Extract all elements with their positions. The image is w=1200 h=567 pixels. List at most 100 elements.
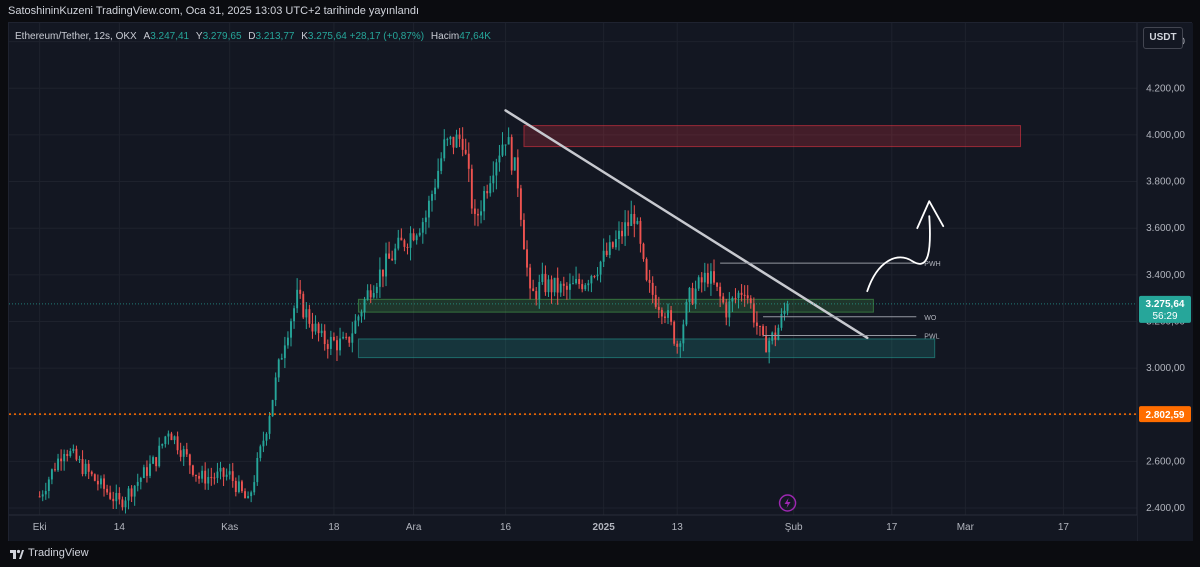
dotted-level-value: 2.802,59 — [1146, 410, 1185, 421]
candle — [332, 332, 335, 342]
candle-body — [605, 250, 608, 255]
candle-body — [213, 477, 216, 479]
price-axis: 2.400,002.600,002.800,003.000,003.200,00… — [1136, 23, 1193, 542]
candle-body — [697, 277, 700, 289]
candle — [84, 459, 87, 477]
candle — [271, 399, 274, 417]
candle — [446, 137, 449, 147]
candle — [660, 307, 663, 325]
candle-body — [654, 294, 657, 307]
candle — [771, 331, 774, 345]
candle — [648, 269, 651, 293]
candle — [93, 473, 96, 482]
candle — [627, 210, 630, 236]
candle-body — [651, 282, 654, 295]
change-value: +28,17 (+0,87%) — [349, 31, 425, 42]
candle — [464, 138, 467, 155]
candle — [755, 311, 758, 335]
candle — [706, 263, 709, 288]
candle — [167, 430, 170, 445]
candle — [633, 205, 636, 238]
candle — [740, 284, 743, 302]
candle-body — [130, 488, 133, 497]
candle — [719, 282, 722, 308]
candle-body — [682, 324, 685, 344]
candle — [483, 186, 486, 221]
candle-body — [280, 358, 283, 360]
candle-body — [241, 481, 243, 492]
candle-body — [121, 499, 124, 508]
candle-body — [115, 492, 118, 502]
candle-body — [409, 233, 412, 248]
candle-body — [427, 200, 430, 218]
candle-body — [473, 208, 476, 214]
candle — [274, 372, 277, 407]
candle — [547, 275, 550, 297]
candle-body — [372, 293, 375, 298]
candle-body — [529, 267, 532, 289]
candle-body — [449, 136, 452, 140]
time-tick-label: Kas — [221, 522, 238, 533]
candle — [645, 257, 648, 282]
candle — [538, 274, 541, 309]
candle-body — [734, 297, 737, 299]
candle-body — [553, 277, 556, 293]
candle-body — [47, 479, 50, 491]
candle-body — [63, 453, 66, 462]
candle — [115, 484, 118, 509]
candle — [513, 157, 516, 171]
candle-body — [271, 400, 274, 417]
candle-body — [676, 343, 679, 347]
tradingview-brand: TradingView — [28, 547, 89, 559]
price-tick-label: 3.000,00 — [1146, 363, 1185, 374]
candle — [201, 465, 204, 483]
currency-button[interactable]: USDT — [1143, 27, 1183, 49]
candle — [673, 320, 676, 346]
candle-body — [293, 308, 296, 322]
candle-body — [348, 336, 351, 343]
candle-body — [532, 288, 535, 292]
candle — [118, 487, 121, 505]
candle-body — [667, 310, 669, 318]
candle-body — [636, 220, 639, 224]
candle-body — [713, 271, 715, 283]
candle-body — [593, 276, 596, 278]
bar-countdown: 56:29 — [1152, 311, 1177, 322]
candle-body — [731, 297, 734, 302]
candle — [470, 164, 473, 214]
candle-body — [691, 287, 694, 304]
candle-body — [296, 289, 299, 309]
candle-body — [424, 217, 427, 223]
candle — [152, 455, 155, 465]
price-tick-label: 2.600,00 — [1146, 456, 1185, 467]
candle-body — [268, 416, 271, 434]
candle-body — [311, 323, 314, 332]
candle-body — [50, 469, 53, 480]
candle — [409, 226, 412, 261]
candle-body — [728, 301, 731, 318]
candle — [639, 217, 642, 253]
candle-body — [198, 476, 200, 479]
candle-body — [127, 488, 130, 501]
candle — [372, 285, 375, 299]
time-axis-bg — [9, 515, 1137, 542]
candle-body — [670, 310, 673, 322]
candle — [700, 272, 703, 293]
top-bar: SatoshininKuzeni TradingView.com, Oca 31… — [0, 0, 1200, 22]
level-label-pwl: PWL — [924, 333, 939, 340]
candle-body — [516, 157, 519, 189]
candle-body — [461, 138, 464, 150]
candle — [709, 263, 712, 296]
candle-body — [204, 470, 207, 484]
candle-body — [538, 282, 541, 300]
candle-body — [507, 137, 510, 145]
candle — [244, 488, 246, 499]
candle-body — [780, 314, 783, 328]
candle — [357, 314, 360, 327]
candle-body — [556, 277, 559, 293]
candle-body — [354, 320, 357, 334]
candle — [403, 238, 406, 252]
candle — [78, 455, 81, 464]
